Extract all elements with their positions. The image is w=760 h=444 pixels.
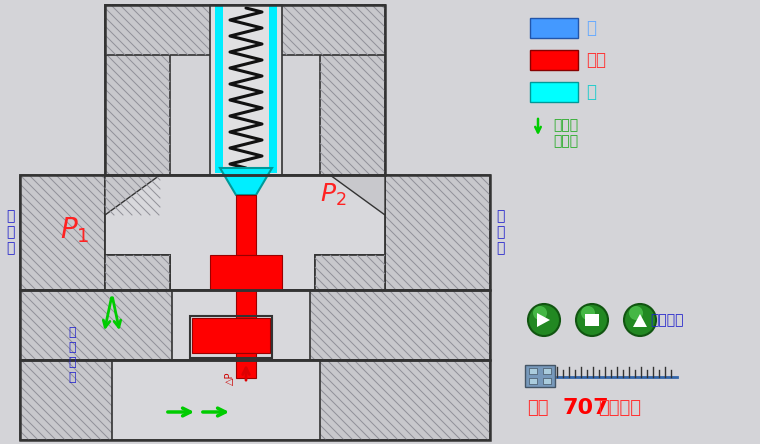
Text: $P_2$: $P_2$ xyxy=(320,182,347,208)
Circle shape xyxy=(533,306,547,320)
Text: 707: 707 xyxy=(563,398,610,418)
Circle shape xyxy=(624,304,656,336)
Bar xyxy=(20,360,490,440)
Polygon shape xyxy=(537,313,550,327)
Bar xyxy=(530,82,578,102)
Circle shape xyxy=(629,306,643,320)
Text: 动方向: 动方向 xyxy=(553,134,578,148)
Bar xyxy=(112,360,320,440)
Bar xyxy=(172,290,310,360)
Bar xyxy=(529,368,537,374)
Text: △P: △P xyxy=(225,371,235,385)
Text: 出
油
口: 出 油 口 xyxy=(496,209,504,255)
Text: 进
油
口: 进 油 口 xyxy=(6,209,14,255)
Bar xyxy=(20,175,490,290)
Bar xyxy=(320,5,385,180)
Bar xyxy=(530,18,578,38)
Bar xyxy=(105,5,385,175)
Bar xyxy=(20,290,490,360)
Bar xyxy=(269,5,277,173)
Text: 化工: 化工 xyxy=(527,399,549,417)
Text: 阀: 阀 xyxy=(586,83,596,101)
Bar xyxy=(315,255,385,290)
Bar xyxy=(525,365,555,387)
Bar xyxy=(190,316,272,358)
Bar xyxy=(105,255,170,290)
Bar xyxy=(20,175,490,290)
Text: 控
制
油
路: 控 制 油 路 xyxy=(68,326,76,384)
Bar xyxy=(529,378,537,384)
Bar xyxy=(210,255,282,290)
Polygon shape xyxy=(105,175,385,290)
Polygon shape xyxy=(330,175,385,215)
Bar xyxy=(20,360,490,440)
Bar xyxy=(236,290,256,318)
Bar xyxy=(543,368,551,374)
Bar xyxy=(105,5,170,180)
Bar xyxy=(105,5,385,55)
Bar xyxy=(215,5,223,173)
Bar xyxy=(210,5,282,175)
Bar xyxy=(530,50,578,70)
Text: 活塞: 活塞 xyxy=(586,51,606,69)
Bar xyxy=(585,314,599,326)
Text: $P_1$: $P_1$ xyxy=(60,215,90,245)
Polygon shape xyxy=(633,314,647,327)
Text: 油: 油 xyxy=(586,19,596,37)
Circle shape xyxy=(528,304,560,336)
Bar xyxy=(236,353,256,378)
Circle shape xyxy=(576,304,608,336)
Polygon shape xyxy=(210,175,280,290)
Polygon shape xyxy=(280,175,385,290)
Text: 液体流: 液体流 xyxy=(553,118,578,132)
Bar xyxy=(192,318,270,353)
Bar xyxy=(20,290,490,360)
Text: 返回上页: 返回上页 xyxy=(650,313,683,327)
Polygon shape xyxy=(220,168,272,195)
Bar xyxy=(543,378,551,384)
Circle shape xyxy=(581,306,595,320)
Polygon shape xyxy=(105,175,210,290)
Polygon shape xyxy=(105,175,160,215)
Text: 剪辑制作: 剪辑制作 xyxy=(598,399,641,417)
Bar xyxy=(236,195,256,255)
